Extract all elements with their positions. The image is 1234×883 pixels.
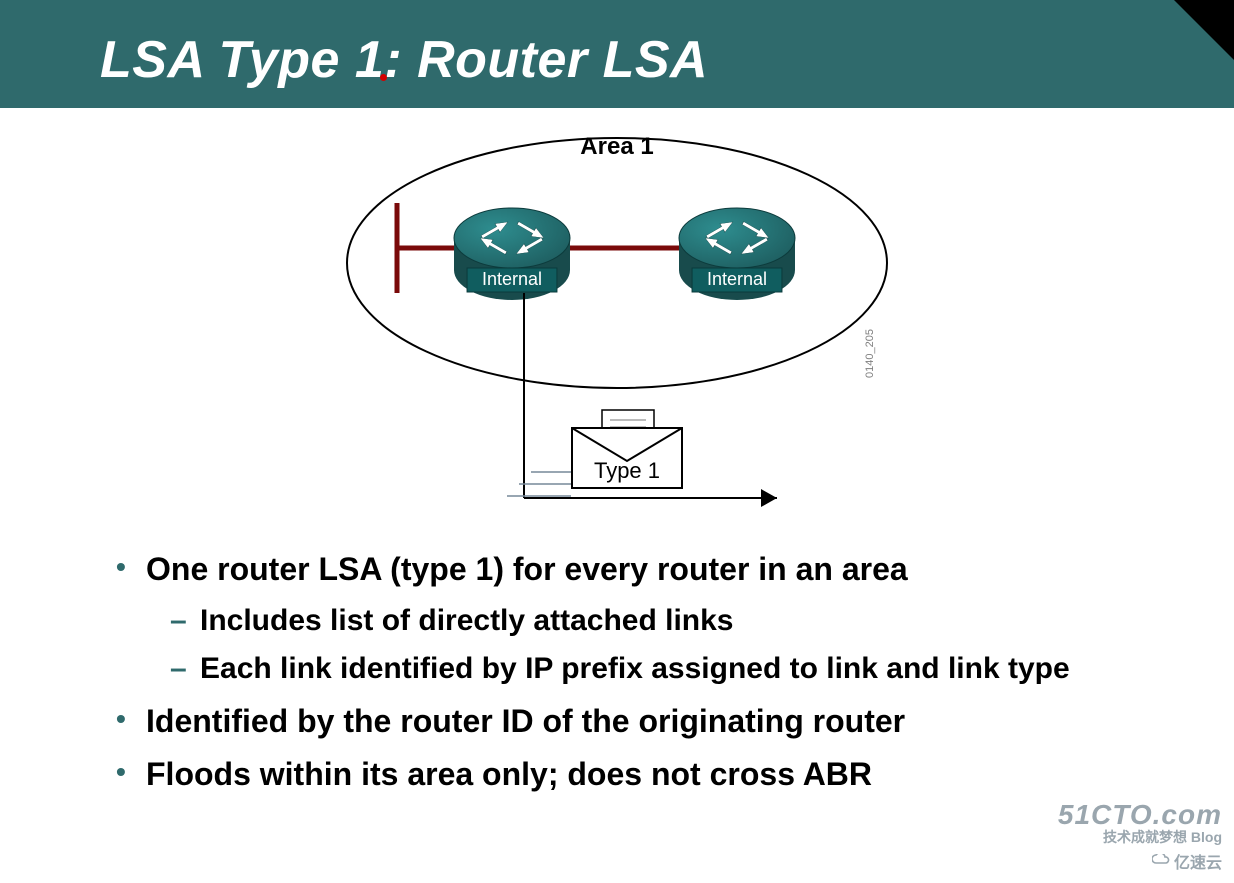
arrow-head [761,489,777,507]
router-icon: Internal [679,208,795,300]
envelope-label: Type 1 [594,458,660,483]
figure-code: 0140_205 [864,329,876,378]
area-label: Area 1 [580,133,653,160]
router-label: Internal [707,269,767,289]
slide-header: LSA Type 1: Router LSA [0,0,1234,108]
router-icon: Internal [454,208,570,300]
bullet-level2: Includes list of directly attached links [166,599,1144,643]
bullet-level1: Floods within its area only; does not cr… [110,753,1144,796]
watermark: 51CTO.com 技术成就梦想 Blog 亿速云 [1058,799,1222,873]
watermark-line1: 51CTO.com [1058,799,1222,831]
bullet-level2: Each link identified by IP prefix assign… [166,647,1144,691]
area-ellipse [347,138,887,388]
bullet-level1: One router LSA (type 1) for every router… [110,548,1144,591]
bullet-level1: Identified by the router ID of the origi… [110,700,1144,743]
watermark-line3: 亿速云 [1058,849,1222,873]
diagram-container: Area 1 Internal Internal Type 1 0140_205 [0,118,1234,538]
slide-title: LSA Type 1: Router LSA [100,30,1234,90]
network-diagram: Area 1 Internal Internal Type 1 0140_205 [317,118,917,538]
router-label: Internal [482,269,542,289]
bullet-list: One router LSA (type 1) for every router… [110,548,1144,797]
pointer-dot [380,74,387,81]
corner-decoration [1174,0,1234,60]
